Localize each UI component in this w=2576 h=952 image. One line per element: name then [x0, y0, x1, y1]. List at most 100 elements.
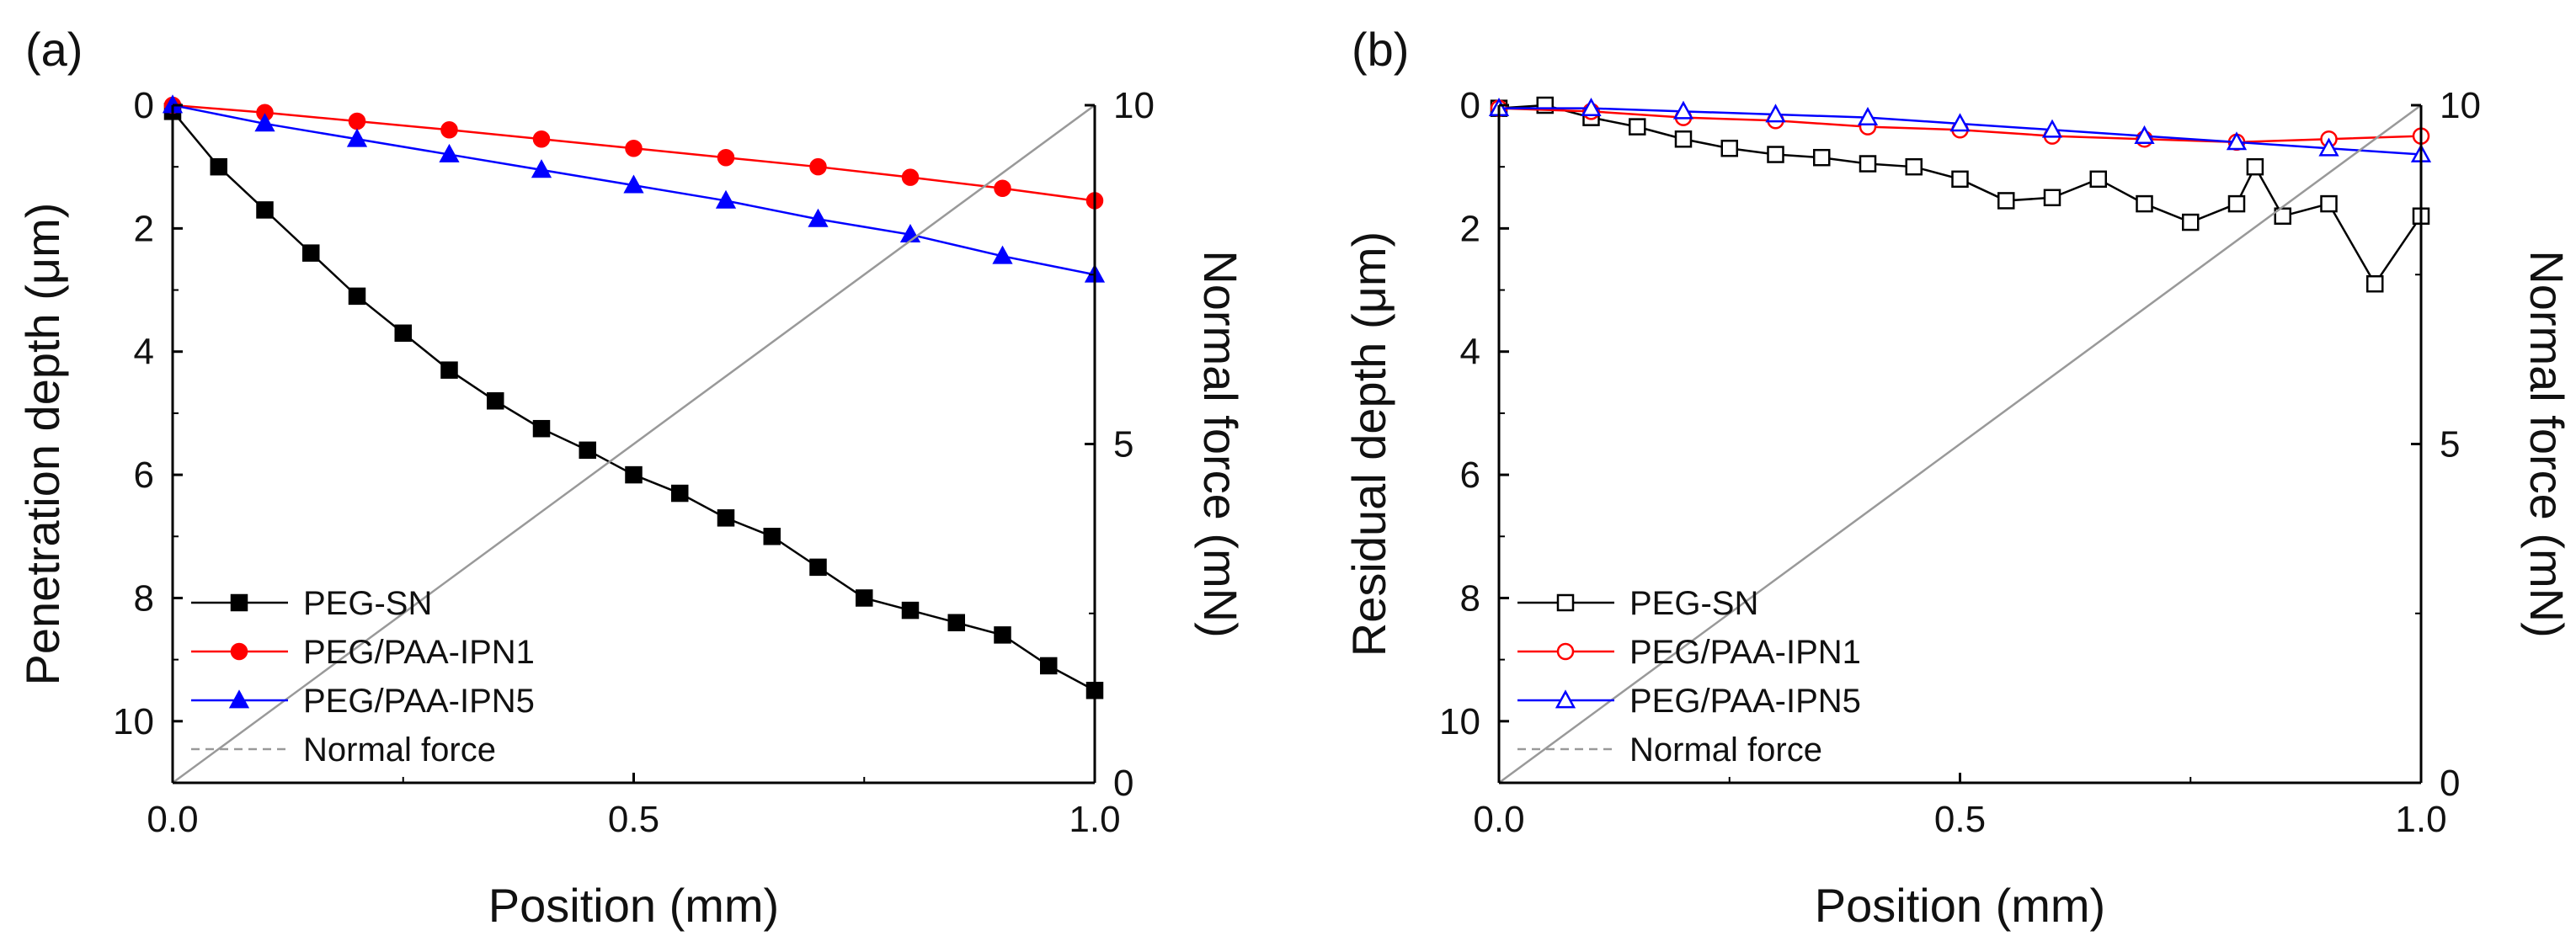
data-point: [2246, 157, 2264, 176]
data-point: [256, 201, 274, 219]
data-point: [715, 189, 737, 209]
y-tick-label: 2: [134, 208, 154, 249]
y2-axis-title: Normal force (mN): [1194, 250, 1247, 637]
data-point: [2134, 125, 2155, 144]
data-point: [2043, 189, 2061, 207]
legend-marker: [1556, 593, 1575, 612]
data-point: [625, 465, 643, 484]
x-axis-title: Position (mm): [1815, 879, 2105, 932]
legend-entry: PEG/PAA-IPN5: [1517, 683, 1861, 720]
data-point: [856, 589, 873, 607]
legend-label: PEG/PAA-IPN5: [303, 683, 535, 720]
y-tick-label: 4: [134, 332, 154, 373]
data-point: [1629, 118, 1646, 136]
data-point: [1765, 104, 1786, 123]
panel-label: (a): [25, 23, 83, 76]
data-point: [1674, 130, 1693, 148]
data-point: [1767, 146, 1784, 163]
data-point: [394, 324, 412, 343]
data-point: [947, 614, 965, 631]
x-tick-label: 0.0: [147, 799, 198, 840]
legend-label: PEG/PAA-IPN5: [1629, 683, 1861, 720]
data-point: [901, 601, 920, 620]
x-tick-label: 1.0: [2395, 799, 2446, 840]
y-tick-label: 2: [1460, 208, 1480, 249]
data-point: [532, 130, 551, 148]
data-point: [487, 392, 504, 410]
y2-axis-title: Normal force (mN): [2520, 250, 2573, 637]
data-point: [2089, 170, 2107, 189]
legend-marker: [228, 689, 250, 709]
data-point: [346, 128, 368, 147]
y-tick-label: 0: [134, 85, 154, 126]
data-point: [579, 441, 596, 460]
data-point: [1859, 155, 1877, 173]
y-tick-label: 10: [1439, 701, 1480, 742]
y-tick-label: 0: [1460, 85, 1480, 126]
legend-entry: Normal force: [191, 731, 496, 769]
data-point: [532, 419, 551, 438]
legend-marker: [230, 642, 248, 661]
legend-marker: [1556, 642, 1575, 661]
data-point: [671, 484, 689, 503]
data-point: [809, 157, 827, 176]
x-axis-title: Position (mm): [488, 879, 779, 932]
data-point: [717, 148, 735, 167]
legend-label: Normal force: [1629, 731, 1822, 769]
data-point: [2041, 119, 2063, 138]
y2-tick-label: 5: [2440, 424, 2460, 465]
data-point: [1951, 170, 1969, 189]
series-peg-paa-ipn1: [163, 96, 1104, 210]
data-point: [1581, 97, 1602, 117]
data-point: [717, 509, 735, 527]
data-point: [302, 244, 320, 262]
x-tick-label: 1.0: [1069, 799, 1120, 840]
data-point: [531, 159, 552, 178]
y-tick-label: 6: [134, 455, 154, 496]
y-tick-label: 8: [134, 577, 154, 619]
data-point: [2318, 137, 2339, 157]
data-point: [763, 528, 781, 545]
data-point: [1905, 157, 1923, 176]
data-point: [348, 112, 366, 130]
y2-tick-label: 0: [1113, 763, 1133, 804]
x-tick-label: 0.0: [1473, 799, 1524, 840]
data-point: [808, 208, 829, 227]
data-point: [992, 245, 1013, 264]
data-point: [348, 287, 366, 306]
series-peg-sn: [163, 103, 1104, 699]
legend-label: PEG/PAA-IPN1: [303, 634, 535, 671]
data-point: [2136, 194, 2153, 213]
legend-entry: PEG/PAA-IPN1: [191, 634, 535, 671]
data-point: [1857, 106, 1879, 125]
data-point: [623, 174, 644, 194]
legend-label: Normal force: [303, 731, 496, 769]
data-point: [2320, 194, 2338, 213]
data-point: [625, 139, 643, 157]
data-point: [439, 143, 460, 162]
data-point: [2182, 213, 2200, 231]
x-tick-label: 0.5: [608, 799, 659, 840]
data-point: [1040, 657, 1058, 675]
data-point: [994, 179, 1011, 198]
legend-entry: Normal force: [1517, 731, 1822, 769]
data-point: [2366, 274, 2384, 293]
series-line: [172, 104, 1096, 784]
series-normal-force: [1498, 104, 2422, 784]
y2-tick-label: 0: [2440, 763, 2460, 804]
legend-entry: PEG/PAA-IPN1: [1517, 634, 1861, 671]
data-point: [1949, 113, 1971, 132]
data-point: [254, 113, 275, 132]
y-tick-label: 10: [113, 701, 154, 742]
y-tick-label: 6: [1460, 455, 1480, 496]
data-point: [440, 361, 458, 379]
legend-entry: PEG-SN: [1517, 585, 1758, 622]
legend: PEG-SN PEG/PAA-IPN1 PEG/PAA-IPN5 Normal for…: [191, 585, 535, 769]
data-point: [1672, 100, 1694, 120]
legend-label: PEG-SN: [1629, 585, 1758, 622]
data-point: [809, 558, 827, 577]
legend-marker: [230, 593, 248, 612]
